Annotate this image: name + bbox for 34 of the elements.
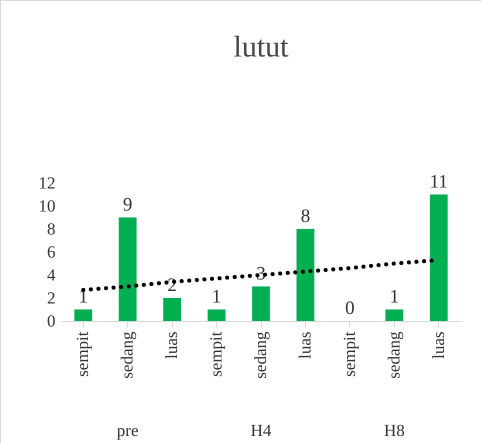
- y-tick-label: 12: [38, 174, 56, 192]
- x-tick-label: sedang: [384, 331, 404, 379]
- data-label: 1: [212, 286, 222, 308]
- data-label: 11: [430, 172, 448, 192]
- bar: [430, 194, 448, 321]
- chart-title: lutut: [233, 30, 290, 64]
- x-tick-label: sedang: [118, 331, 137, 379]
- y-tick-label: 8: [47, 220, 56, 238]
- data-label: 1: [390, 286, 400, 308]
- bar: [208, 310, 226, 321]
- x-tick-label: sempit: [340, 331, 359, 377]
- text: H8: [384, 421, 405, 440]
- y-tick-label: 6: [47, 242, 56, 262]
- x-tick-label: sempit: [73, 331, 92, 377]
- y-tick-label: 0: [47, 312, 56, 330]
- x-tick-label: luas: [428, 332, 448, 359]
- text: pre: [116, 421, 139, 440]
- bar: [118, 218, 137, 321]
- y-tick-label: 4: [47, 266, 56, 284]
- x-tick-label: sedang: [251, 331, 270, 379]
- data-label: 9: [122, 194, 132, 216]
- bar: [74, 310, 92, 321]
- x-tick-label: luas: [295, 332, 314, 359]
- text: H4: [250, 421, 272, 440]
- bar: [385, 310, 404, 321]
- data-label: 0: [345, 298, 355, 319]
- y-tick-label: 10: [38, 196, 56, 216]
- bar: [163, 298, 181, 321]
- x-tick-label: sempit: [206, 331, 226, 377]
- x-tick-label: luas: [162, 332, 182, 359]
- data-label: 8: [300, 206, 310, 227]
- bar: [296, 229, 314, 321]
- bar: [252, 286, 270, 321]
- y-tick-label: 2: [47, 288, 56, 308]
